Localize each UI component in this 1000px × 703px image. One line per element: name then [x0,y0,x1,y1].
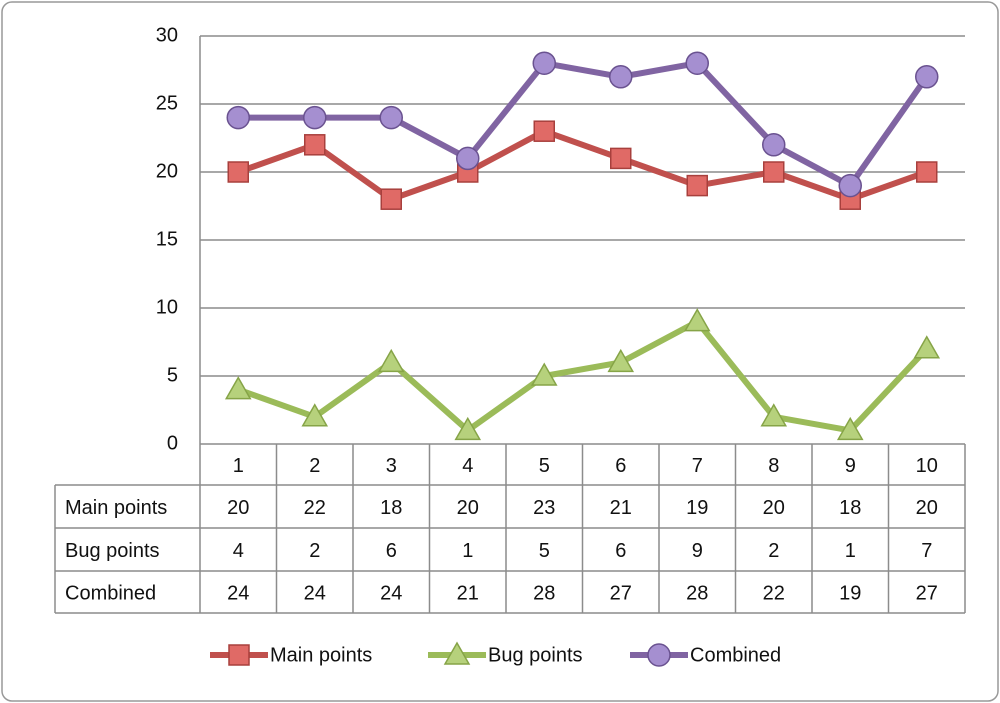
category-label: 8 [768,455,779,477]
marker [685,51,709,75]
marker [763,161,785,183]
table-cell: 20 [916,497,938,519]
category-label: 2 [309,455,320,477]
marker [836,416,864,441]
marker [760,403,788,427]
marker [607,348,635,373]
series-line [237,128,928,203]
table-cell: 1 [845,540,856,562]
table-cell: 22 [763,582,785,604]
table-cell: 20 [457,497,479,519]
marker [533,120,555,142]
y-tick-label: 15 [156,228,178,250]
marker [380,188,402,210]
table-cell: 23 [533,497,555,519]
table-cell: 6 [386,540,397,562]
marker [304,134,326,156]
category-label: 9 [845,455,856,477]
category-label: 10 [916,455,938,477]
category-label: 5 [539,455,550,477]
table-cell: 18 [380,497,402,519]
category-label: 4 [462,455,473,477]
table-row-label: Combined [65,582,156,604]
table-cell: 18 [839,497,861,519]
y-tick-label: 25 [156,92,178,114]
marker [686,174,708,197]
category-label: 7 [692,455,703,477]
marker [838,173,862,198]
series-line [238,60,930,189]
table-cell: 19 [839,582,861,604]
table-cell: 24 [304,582,326,604]
marker [609,65,633,89]
marker [227,161,249,183]
table-cell: 1 [462,540,473,562]
y-tick-label: 0 [167,432,178,454]
marker [916,161,938,183]
table-row-label: Bug points [65,540,160,562]
marker [379,105,403,130]
marker [301,403,329,427]
table-cell: 20 [227,497,249,519]
marker [683,308,711,332]
category-label: 1 [233,455,244,477]
marker [762,133,786,157]
legend-label: Combined [690,644,781,666]
table-cell: 5 [539,540,550,562]
table-cell: 24 [380,582,402,604]
table-row-label: Main points [65,497,167,519]
y-tick-label: 20 [156,160,178,182]
marker [610,147,632,170]
table-cell: 4 [233,540,244,562]
table-cell: 24 [227,582,249,604]
table-cell: 20 [763,497,785,519]
marker [532,51,556,75]
table-cell: 27 [916,582,938,604]
table-cell: 27 [610,582,632,604]
table-cell: 7 [921,540,932,562]
table-cell: 21 [457,582,479,604]
series-line [237,318,929,434]
marker [226,105,250,130]
y-tick-label: 10 [156,296,178,318]
marker [456,146,480,171]
marker [454,416,482,441]
table-cell: 21 [610,497,632,519]
marker [530,362,558,386]
marker [647,643,671,667]
y-tick-label: 30 [156,24,178,46]
marker [228,644,250,666]
marker [377,348,405,373]
marker [915,65,939,89]
table-cell: 19 [686,497,708,519]
table-cell: 28 [533,582,555,604]
marker [913,335,941,359]
table-cell: 22 [304,497,326,519]
table-cell: 2 [768,540,779,562]
marker [224,376,252,400]
legend-label: Main points [270,644,372,666]
category-label: 3 [386,455,397,477]
table-cell: 2 [309,540,320,562]
table-cell: 9 [692,540,703,562]
table-cell: 28 [686,582,708,604]
marker [303,105,327,130]
category-label: 6 [615,455,626,477]
y-tick-label: 5 [167,364,178,386]
marker [443,641,471,665]
legend-label: Bug points [488,644,583,666]
table-cell: 6 [615,540,626,562]
